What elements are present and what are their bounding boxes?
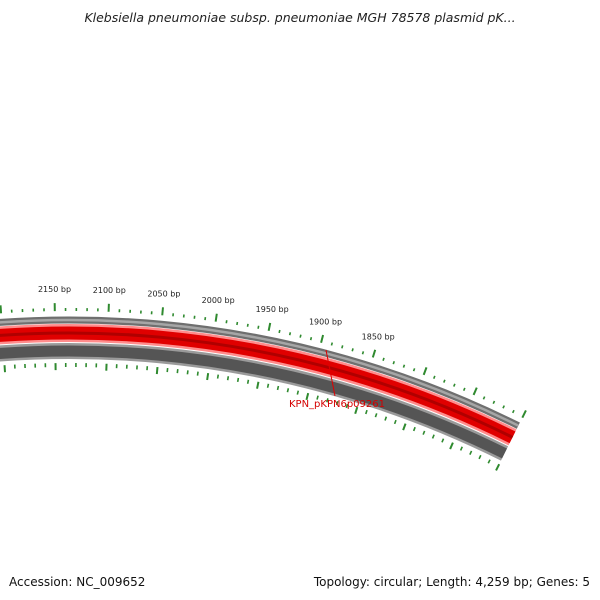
- inner-tick-mark: [469, 450, 473, 455]
- accession-label: Accession: NC_009652: [9, 575, 146, 589]
- outer-tick-mark: [214, 313, 218, 322]
- map-arcs: [0, 316, 520, 461]
- inner-tick-mark: [276, 385, 280, 391]
- inner-tick-mark: [335, 400, 339, 406]
- outer-tick-mark: [492, 400, 496, 405]
- inner-tick-mark: [326, 398, 329, 403]
- outer-tick-mark: [320, 334, 325, 343]
- inner-tick-mark: [266, 383, 270, 388]
- inner-tick-mark: [305, 392, 310, 401]
- tick-labels: 1850 bp 1900 bp 1950 bp 2000 bp 2050 bp 2100 …: [38, 285, 395, 341]
- outer-tick-mark: [288, 332, 292, 336]
- gene-track-core: [0, 331, 514, 439]
- inner-tick-mark: [286, 388, 290, 393]
- outer-tick-mark: [0, 305, 3, 314]
- inner-tick-mark: [449, 442, 454, 450]
- outer-tick-mark: [502, 405, 505, 409]
- inner-tick-mark: [441, 438, 445, 443]
- gene-label[interactable]: KPN_pKPN6p09261: [289, 399, 385, 410]
- outer-tick-mark: [371, 349, 377, 358]
- outer-tick-mark: [402, 364, 406, 368]
- outer-tick-mark: [482, 396, 486, 400]
- tick-marks: [0, 303, 527, 471]
- inner-tick-mark: [495, 463, 501, 471]
- inner-tick-mark: [246, 379, 250, 384]
- outer-tick-mark: [161, 307, 164, 316]
- inner-tick-mark: [206, 372, 210, 381]
- outer-tick-mark: [521, 410, 527, 419]
- outer-tick-mark: [472, 387, 478, 396]
- outer-tick-mark: [341, 345, 344, 349]
- outer-tick-mark: [246, 323, 249, 327]
- outer-tick-mark: [267, 322, 272, 331]
- tick-label: 2100 bp: [93, 286, 126, 295]
- outer-tick-mark: [511, 409, 515, 414]
- inner-tick-mark: [422, 430, 426, 435]
- inner-tick-mark: [316, 395, 319, 400]
- inner-tick-mark: [296, 390, 300, 395]
- inner-tick-mark: [412, 426, 416, 432]
- inner-tick-mark: [226, 376, 230, 381]
- outer-tick-mark: [299, 334, 302, 338]
- backbone-track-arc: [0, 345, 507, 459]
- inner-tick-mark: [431, 434, 435, 439]
- tick-label: 2050 bp: [147, 289, 180, 298]
- outer-tick-mark: [453, 383, 456, 387]
- inner-tick-mark: [345, 403, 349, 409]
- outer-tick-mark: [330, 342, 334, 346]
- inner-tick-mark: [354, 406, 359, 415]
- tick-label: 2150 bp: [38, 285, 71, 294]
- outer-tick-mark: [382, 357, 385, 361]
- gene-annotations: KPN_pKPN6p09261: [289, 349, 385, 410]
- outer-ring-highlight: [0, 318, 519, 427]
- outer-tick-mark: [309, 337, 313, 341]
- tick-label: 2000 bp: [202, 296, 235, 305]
- tick-label: 1950 bp: [256, 305, 289, 314]
- outer-tick-mark: [257, 325, 260, 329]
- tick-label: 1850 bp: [362, 332, 395, 341]
- outer-tick-mark: [462, 387, 466, 392]
- inner-tick-mark: [236, 377, 240, 383]
- outer-tick-mark: [392, 360, 395, 365]
- inner-tick-mark: [155, 366, 159, 375]
- gene-leader-line: [325, 349, 336, 397]
- tick-label: 1900 bp: [309, 317, 342, 326]
- inner-tick-mark: [402, 423, 407, 431]
- inner-tick-mark: [487, 459, 491, 464]
- outer-tick-mark: [278, 329, 281, 334]
- inner-tick-mark: [374, 413, 378, 418]
- topology-summary: Topology: circular; Length: 4,259 bp; Ge…: [313, 575, 590, 589]
- outer-tick-mark: [351, 348, 354, 352]
- page-title: Klebsiella pneumoniae subsp. pneumoniae …: [84, 10, 516, 25]
- outer-tick-mark: [433, 375, 436, 379]
- inner-tick-mark: [196, 371, 199, 376]
- inner-tick-mark: [393, 419, 397, 425]
- outer-tick-mark: [361, 351, 365, 355]
- inner-tick-mark: [459, 446, 463, 451]
- inner-tick-mark: [384, 416, 388, 421]
- outer-tick-mark: [422, 367, 428, 376]
- inner-tick-mark: [365, 409, 368, 415]
- outer-tick-mark: [443, 379, 446, 383]
- inner-tick-mark: [478, 454, 482, 460]
- inner-tick-mark: [216, 374, 220, 379]
- outer-tick-mark: [412, 368, 416, 372]
- inner-tick-mark: [256, 381, 260, 389]
